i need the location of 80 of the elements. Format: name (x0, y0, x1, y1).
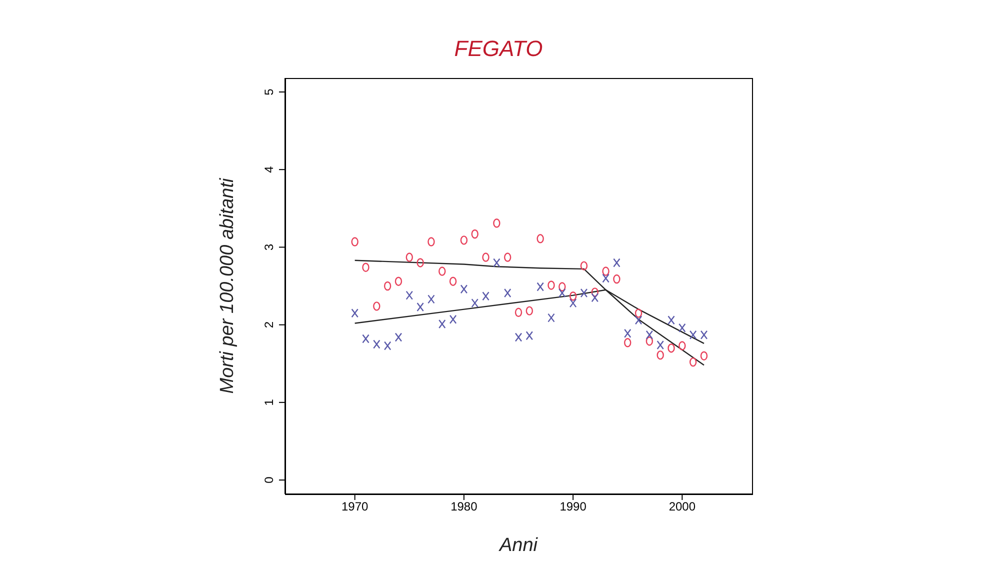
point (362, 334, 370, 344)
x-tick-label: 1970 (341, 500, 368, 514)
point (384, 281, 392, 291)
point (678, 323, 686, 333)
point (428, 237, 435, 246)
point (668, 343, 675, 353)
point (406, 290, 413, 300)
point (406, 252, 413, 262)
point (514, 332, 522, 342)
point (656, 340, 664, 350)
point (558, 288, 566, 298)
point (613, 274, 620, 284)
point (548, 313, 555, 322)
line-series (354, 260, 705, 366)
point (351, 237, 358, 246)
point (558, 282, 566, 292)
point (700, 351, 708, 360)
y-tick-label: 4 (262, 166, 276, 173)
point (504, 252, 512, 262)
point (373, 340, 380, 349)
point (449, 276, 457, 286)
point (449, 314, 457, 324)
point (514, 308, 522, 317)
point (624, 338, 632, 348)
y-tick-label: 5 (262, 88, 276, 96)
point (482, 291, 490, 301)
point (646, 330, 654, 340)
point (668, 316, 675, 325)
point (591, 293, 598, 302)
point (613, 258, 620, 268)
point (416, 302, 424, 312)
point (493, 258, 500, 268)
point (700, 330, 708, 340)
point (634, 308, 642, 318)
point (438, 319, 446, 329)
x-tick-label: 1990 (560, 500, 587, 514)
point (526, 331, 534, 340)
x-tick-label: 2000 (668, 500, 696, 514)
point (602, 274, 610, 283)
point (678, 341, 686, 350)
point (460, 284, 468, 294)
point (471, 229, 478, 239)
y-tick-label: 1 (262, 398, 276, 406)
x-axis-title: Anni (498, 535, 539, 557)
point (362, 262, 370, 272)
point (493, 218, 500, 228)
point (591, 288, 598, 297)
point (634, 316, 642, 325)
point (656, 350, 664, 360)
point (438, 266, 446, 276)
point (569, 291, 577, 301)
point (416, 258, 424, 268)
point (504, 288, 512, 298)
point (351, 308, 358, 318)
point (471, 298, 478, 308)
point (482, 252, 490, 262)
point (536, 234, 544, 244)
point (689, 357, 697, 367)
point (624, 328, 632, 338)
y-tick-label: 2 (262, 321, 276, 328)
point (373, 302, 380, 311)
point (536, 282, 544, 292)
y-tick-label: 0 (262, 476, 276, 484)
point (526, 306, 534, 316)
point (689, 330, 697, 340)
point (548, 280, 555, 290)
point (394, 276, 402, 286)
y-tick-label: 3 (262, 244, 276, 251)
point (580, 261, 588, 270)
point (646, 336, 654, 346)
chart-title: FEGATO (453, 36, 544, 62)
point (384, 341, 392, 350)
point (394, 332, 402, 342)
point (580, 288, 588, 298)
point (460, 236, 468, 245)
point (569, 298, 577, 308)
y-axis-title: Morti per 100.000 abitanti (217, 178, 239, 394)
point (602, 266, 610, 276)
x-tick-label: 1980 (450, 500, 478, 514)
point (428, 294, 435, 304)
